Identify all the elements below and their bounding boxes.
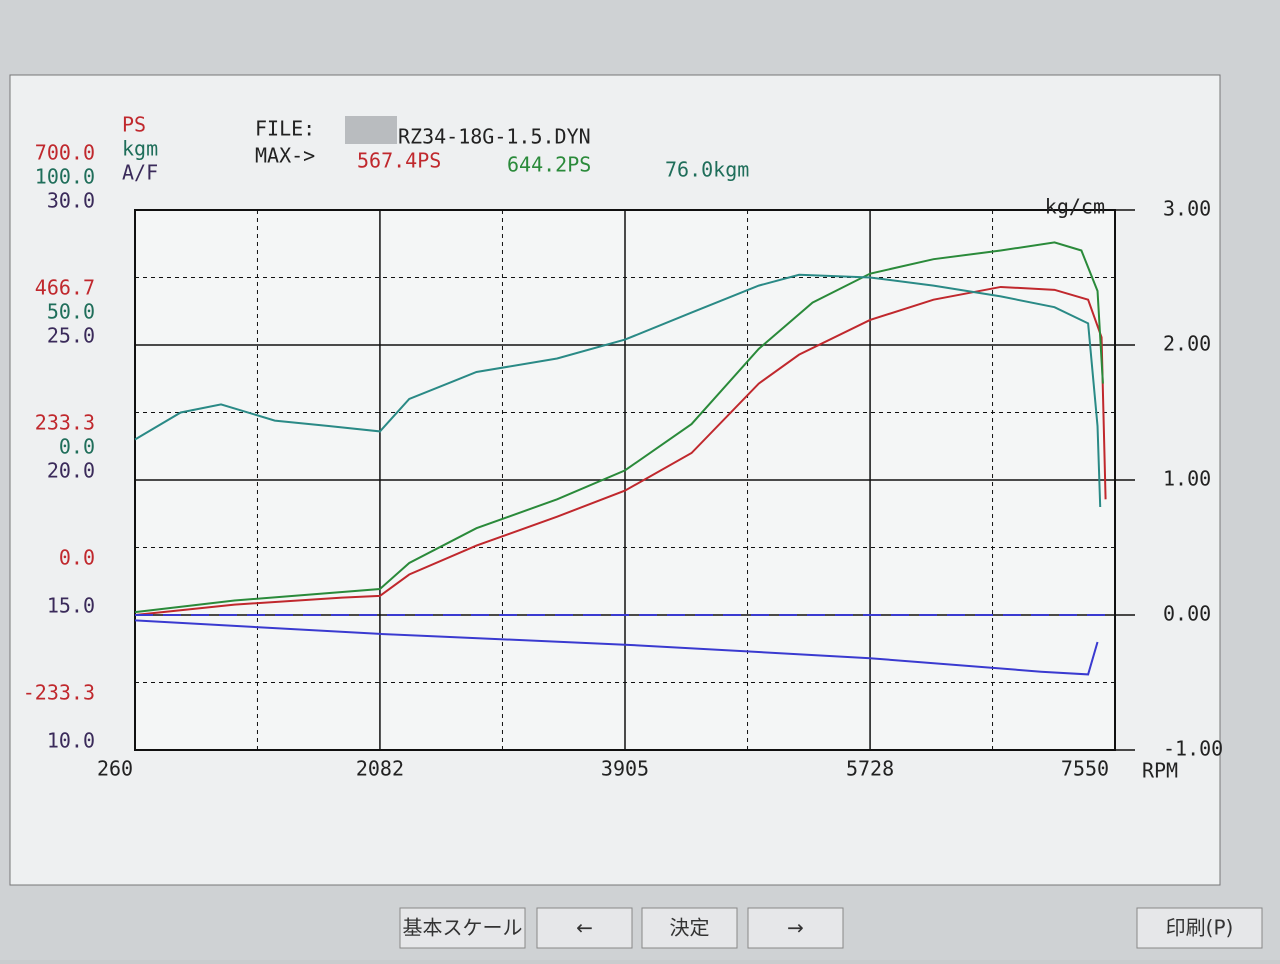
button[interactable] [641,907,738,949]
axis-label: kg/cm [1045,195,1105,219]
button-label: 決定 [670,916,710,940]
y-tick-label: 0.0 [59,435,95,459]
series-line [134,619,1099,676]
series-line [134,285,1107,617]
file-name: RZ34-18G-1.5.DYN [398,125,591,149]
button[interactable] [399,907,526,949]
x-tick-label: 260 [97,757,133,781]
y-tick-label: 700.0 [35,141,95,165]
y-tick-label: -1.00 [1163,737,1223,761]
series-line [134,273,1102,508]
max-value: 76.0kgm [665,158,749,182]
y-tick-label: 0.00 [1163,602,1211,626]
button-label: 印刷(P) [1166,916,1234,940]
button-label: 基本スケール [403,916,523,940]
max-label: MAX-> [255,144,315,168]
y-tick-label: -233.3 [23,681,95,705]
y-tick-label: 20.0 [47,459,95,483]
y-tick-label: 10.0 [47,729,95,753]
button[interactable] [747,907,844,949]
file-label: FILE: [255,117,315,141]
redaction [345,116,397,144]
x-axis-label: RPM [1142,759,1178,783]
y-tick-label: 1.00 [1163,467,1211,491]
y-tick-label: 25.0 [47,324,95,348]
y-tick-label: 100.0 [35,165,95,189]
y-tick-label: 15.0 [47,594,95,618]
x-tick-label: 2082 [356,757,404,781]
y-tick-label: 50.0 [47,300,95,324]
y-tick-label: 466.7 [35,275,95,299]
axis-label: A/F [122,161,158,185]
x-tick-label: 3905 [601,757,649,781]
button[interactable] [1136,907,1263,949]
button-label: → [787,916,804,940]
axis-label: kgm [122,137,158,161]
axis-label: PS [122,113,146,137]
button-label: ← [576,916,593,940]
y-tick-label: 3.00 [1163,197,1211,221]
y-tick-label: 233.3 [35,411,95,435]
max-value: 567.4PS [357,149,441,173]
y-tick-label: 0.0 [59,546,95,570]
button[interactable] [536,907,633,949]
x-tick-label: 7550 [1061,757,1109,781]
max-value: 644.2PS [507,153,591,177]
y-tick-label: 2.00 [1163,332,1211,356]
y-tick-label: 30.0 [47,189,95,213]
series-line [134,241,1104,614]
x-tick-label: 5728 [846,757,894,781]
